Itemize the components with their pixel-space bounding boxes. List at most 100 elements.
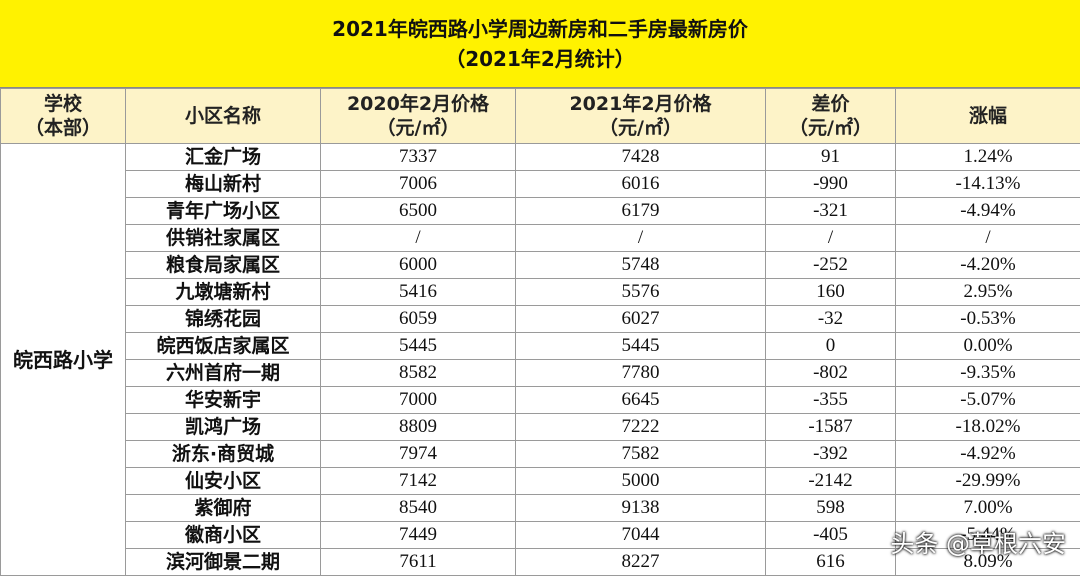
title: 2021年皖西路小学周边新房和二手房最新房价 <box>0 14 1080 44</box>
cell: 616 <box>766 549 896 576</box>
cell: 160 <box>766 279 896 306</box>
cell: 5000 <box>516 468 766 495</box>
header-line: 小区名称 <box>126 104 320 128</box>
community-name: 锦绣花园 <box>126 306 321 333</box>
community-name: 九墩塘新村 <box>126 279 321 306</box>
community-name: 凯鸿广场 <box>126 414 321 441</box>
cell: -990 <box>766 171 896 198</box>
header-line: 涨幅 <box>896 104 1080 128</box>
title-banner: 2021年皖西路小学周边新房和二手房最新房价 （2021年2月统计） <box>0 0 1080 88</box>
cell: 7337 <box>321 144 516 171</box>
community-name: 梅山新村 <box>126 171 321 198</box>
community-name: 浙东·商贸城 <box>126 441 321 468</box>
community-name: 紫御府 <box>126 495 321 522</box>
community-name: 华安新宇 <box>126 387 321 414</box>
cell: 8540 <box>321 495 516 522</box>
cell: -29.99% <box>896 468 1080 495</box>
community-name: 徽商小区 <box>126 522 321 549</box>
cell: / <box>321 225 516 252</box>
cell: -252 <box>766 252 896 279</box>
cell: 8227 <box>516 549 766 576</box>
cell: 8582 <box>321 360 516 387</box>
subtitle: （2021年2月统计） <box>0 44 1080 74</box>
cell: -802 <box>766 360 896 387</box>
header-line: 学校 <box>1 92 125 116</box>
cell: 91 <box>766 144 896 171</box>
community-name: 汇金广场 <box>126 144 321 171</box>
cell: -18.02% <box>896 414 1080 441</box>
cell: -392 <box>766 441 896 468</box>
cell: -2142 <box>766 468 896 495</box>
cell: 5576 <box>516 279 766 306</box>
cell: 7582 <box>516 441 766 468</box>
cell: -355 <box>766 387 896 414</box>
cell: 5416 <box>321 279 516 306</box>
school-cell: 皖西路小学 <box>1 144 126 576</box>
cell: 7611 <box>321 549 516 576</box>
header-cell: 涨幅 <box>896 89 1080 144</box>
cell: -32 <box>766 306 896 333</box>
header-line: （本部） <box>1 116 125 140</box>
cell: 9138 <box>516 495 766 522</box>
cell: 6179 <box>516 198 766 225</box>
cell: 8809 <box>321 414 516 441</box>
community-name: 供销社家属区 <box>126 225 321 252</box>
community-name: 六州首府一期 <box>126 360 321 387</box>
cell: -9.35% <box>896 360 1080 387</box>
cell: 5748 <box>516 252 766 279</box>
header-line: （元/㎡） <box>766 116 895 140</box>
cell: -0.53% <box>896 306 1080 333</box>
cell: 7000 <box>321 387 516 414</box>
cell: -1587 <box>766 414 896 441</box>
cell: / <box>516 225 766 252</box>
header-line: （元/㎡） <box>516 116 765 140</box>
header-line: 2021年2月价格 <box>516 92 765 116</box>
community-name: 粮食局家属区 <box>126 252 321 279</box>
cell: -4.20% <box>896 252 1080 279</box>
cell: 7428 <box>516 144 766 171</box>
cell: 7.00% <box>896 495 1080 522</box>
header-cell: 小区名称 <box>126 89 321 144</box>
cell: / <box>896 225 1080 252</box>
cell: 0.00% <box>896 333 1080 360</box>
cell: 5445 <box>516 333 766 360</box>
header-line: 差价 <box>766 92 895 116</box>
cell: 7222 <box>516 414 766 441</box>
header-cell: 差价（元/㎡） <box>766 89 896 144</box>
header-cell: 2020年2月价格（元/㎡） <box>321 89 516 144</box>
community-name: 滨河御景二期 <box>126 549 321 576</box>
cell: 6645 <box>516 387 766 414</box>
header-line: 2020年2月价格 <box>321 92 515 116</box>
cell: 6000 <box>321 252 516 279</box>
cell: 7974 <box>321 441 516 468</box>
cell: 6027 <box>516 306 766 333</box>
cell: 7044 <box>516 522 766 549</box>
cell: -5.07% <box>896 387 1080 414</box>
cell: 7006 <box>321 171 516 198</box>
cell: -4.94% <box>896 198 1080 225</box>
cell: 6016 <box>516 171 766 198</box>
community-name: 皖西饭店家属区 <box>126 333 321 360</box>
cell: 0 <box>766 333 896 360</box>
header-line: （元/㎡） <box>321 116 515 140</box>
cell: -14.13% <box>896 171 1080 198</box>
watermark: 头条 @草根六安 <box>890 524 1066 559</box>
cell: 5445 <box>321 333 516 360</box>
cell: 598 <box>766 495 896 522</box>
cell: 2.95% <box>896 279 1080 306</box>
header-cell: 学校（本部） <box>1 89 126 144</box>
